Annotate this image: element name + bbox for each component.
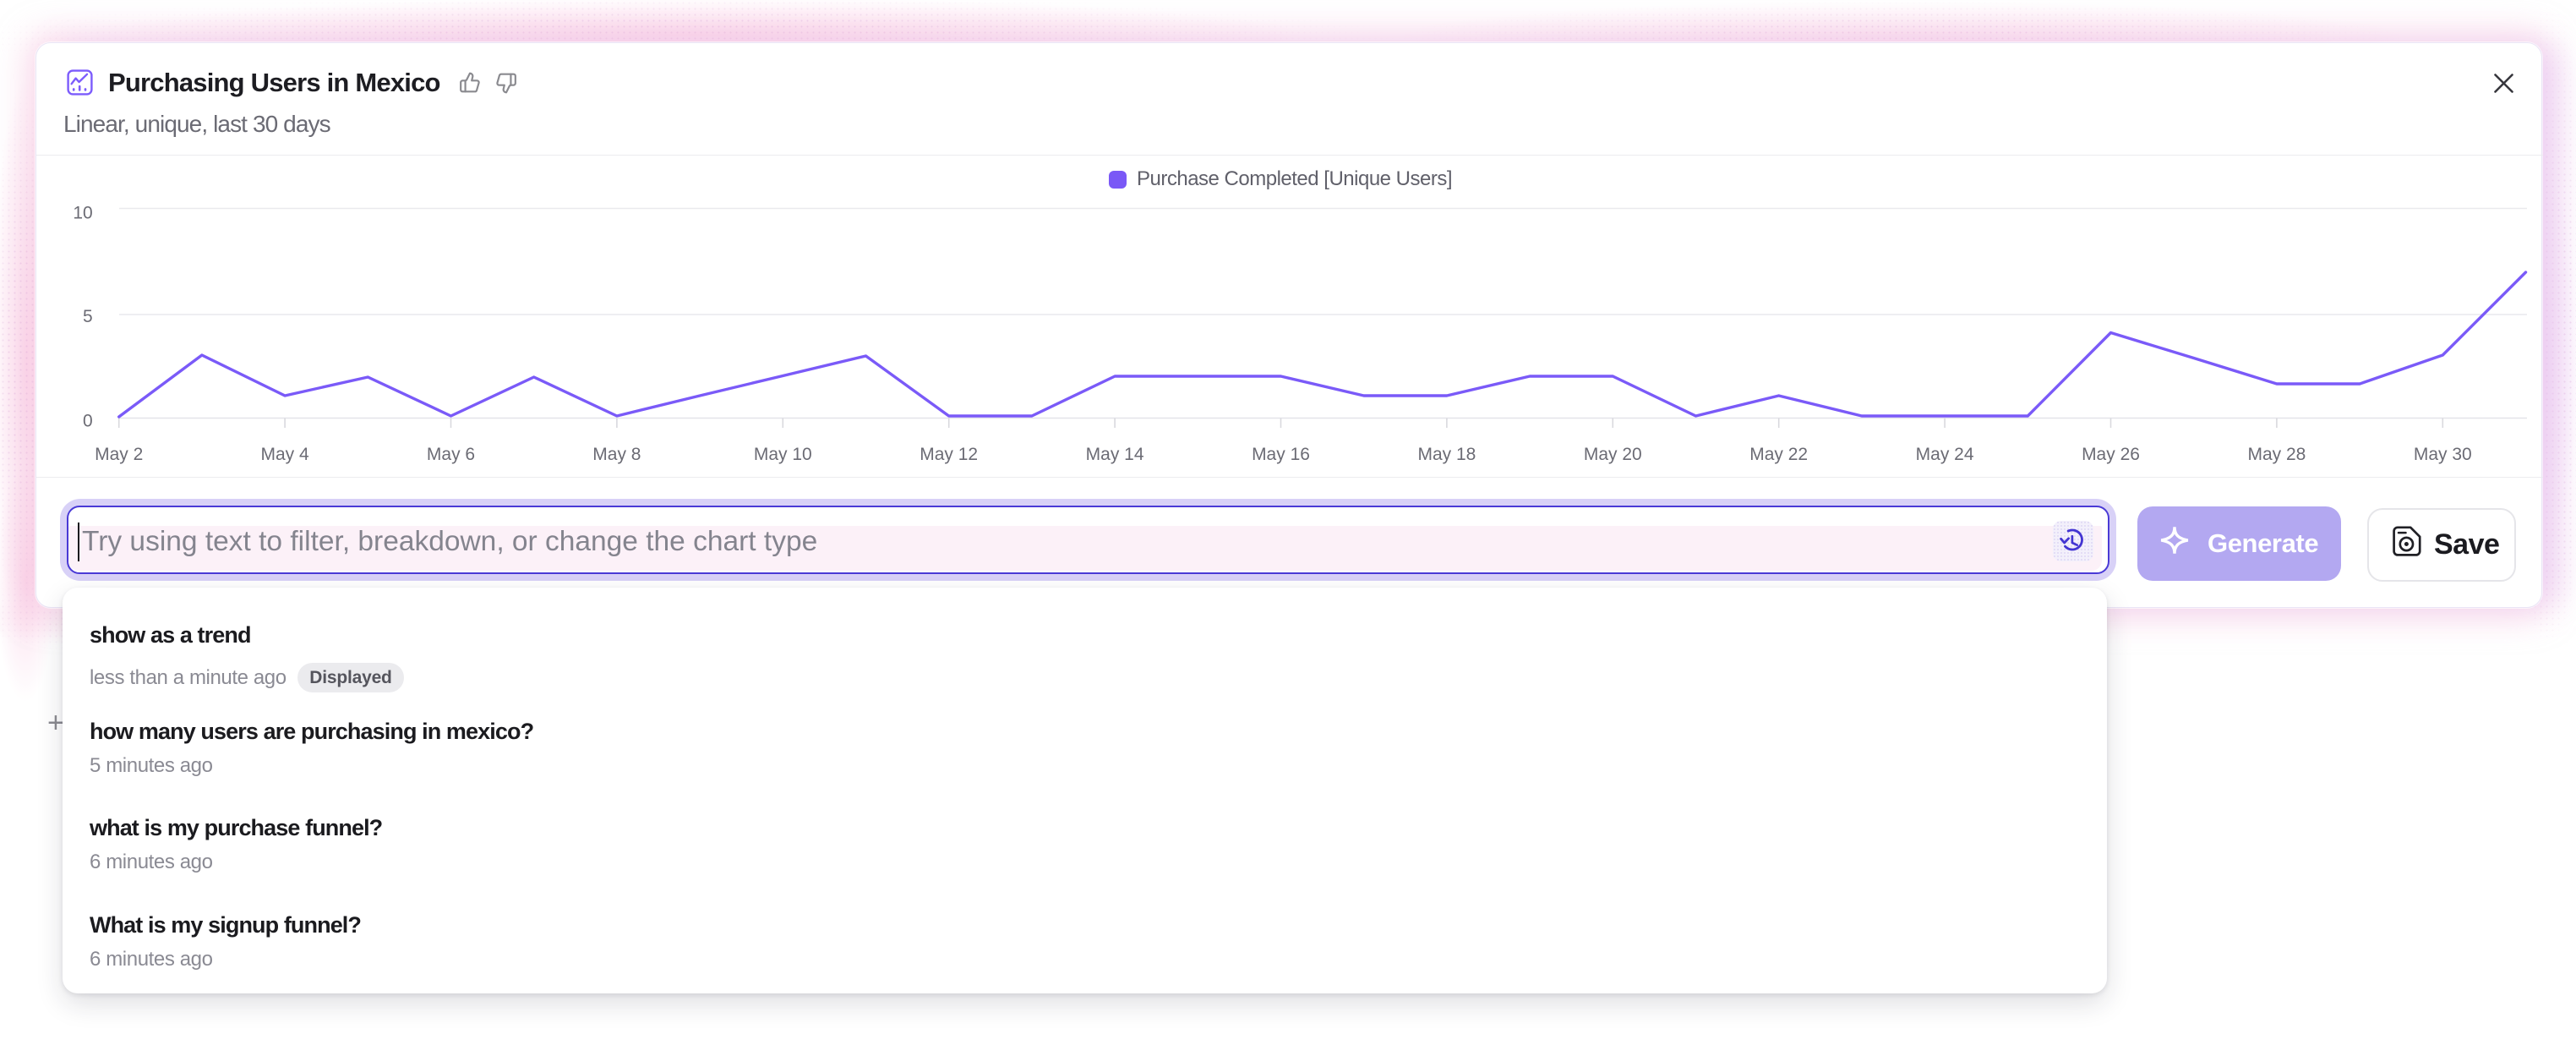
svg-text:May 22: May 22 bbox=[1749, 445, 1808, 464]
svg-text:May 18: May 18 bbox=[1417, 445, 1476, 464]
svg-text:May 16: May 16 bbox=[1252, 445, 1310, 464]
svg-text:May 28: May 28 bbox=[2247, 445, 2306, 464]
svg-text:May 12: May 12 bbox=[920, 445, 978, 464]
svg-text:May 14: May 14 bbox=[1086, 445, 1144, 464]
svg-text:May 30: May 30 bbox=[2414, 445, 2472, 464]
svg-text:10: 10 bbox=[73, 204, 92, 223]
svg-text:5: 5 bbox=[83, 307, 93, 326]
svg-text:May 2: May 2 bbox=[95, 445, 143, 464]
svg-text:May 26: May 26 bbox=[2082, 445, 2140, 464]
svg-text:May 24: May 24 bbox=[1916, 445, 1974, 464]
svg-text:May 20: May 20 bbox=[1584, 445, 1642, 464]
svg-text:May 8: May 8 bbox=[592, 445, 641, 464]
svg-text:May 6: May 6 bbox=[427, 445, 475, 464]
svg-text:May 4: May 4 bbox=[261, 445, 310, 464]
svg-text:0: 0 bbox=[83, 412, 93, 431]
svg-text:May 10: May 10 bbox=[754, 445, 812, 464]
